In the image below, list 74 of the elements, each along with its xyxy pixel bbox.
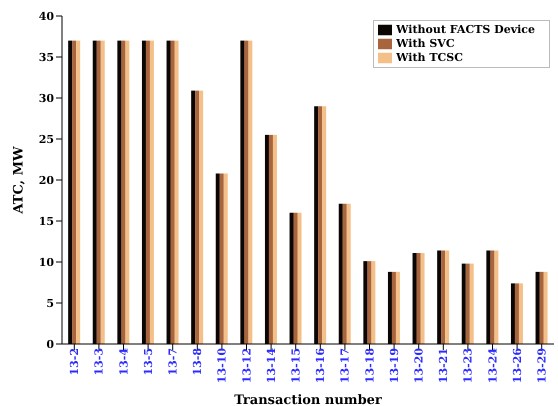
bar <box>100 40 105 344</box>
x-axis-title: Transaction number <box>234 393 382 406</box>
bar <box>396 272 400 344</box>
bar <box>392 272 396 344</box>
bar <box>170 40 175 344</box>
bar <box>272 134 277 344</box>
bar <box>544 272 548 344</box>
y-tick-label: 5 <box>46 296 54 310</box>
x-tick-label: 13-16 <box>314 348 328 384</box>
bar <box>125 40 130 344</box>
bar <box>174 40 179 344</box>
bar <box>294 212 298 344</box>
bar <box>416 252 421 344</box>
x-tick-label: 13-12 <box>240 348 254 384</box>
bar <box>518 283 523 344</box>
bar <box>540 272 544 344</box>
x-tick-label: 13-10 <box>216 348 229 384</box>
x-tick-label: 13-29 <box>536 348 549 384</box>
bar <box>420 252 425 344</box>
bar <box>298 212 302 344</box>
x-tick-label: 13-14 <box>264 348 278 384</box>
x-tick-label: 13-3 <box>92 348 106 376</box>
bar <box>220 173 224 344</box>
x-tick-label: 13-15 <box>290 348 303 384</box>
bar <box>121 40 126 344</box>
y-tick-label: 15 <box>38 214 54 228</box>
bar <box>322 106 326 344</box>
y-tick-label: 10 <box>38 256 54 269</box>
bar <box>441 250 446 344</box>
bar <box>318 106 322 344</box>
x-tick-label: 13-26 <box>510 348 524 384</box>
bar <box>150 40 154 344</box>
bar <box>466 264 470 344</box>
bar <box>248 40 252 344</box>
x-tick-label: 13-19 <box>388 348 401 384</box>
y-tick-label: 30 <box>38 92 54 105</box>
x-tick-label: 13-8 <box>191 348 204 376</box>
x-tick-label: 13-24 <box>486 348 500 384</box>
y-tick-label: 40 <box>38 10 54 23</box>
y-tick-label: 25 <box>38 132 54 146</box>
x-tick-label: 13-18 <box>363 348 376 384</box>
bar <box>195 90 200 344</box>
x-tick-label: 13-2 <box>68 348 82 376</box>
legend-label: With TCSC <box>396 51 463 64</box>
x-tick-label: 13-20 <box>412 348 426 384</box>
x-tick-label: 13-17 <box>338 348 352 384</box>
legend-label: Without FACTS Device <box>396 23 535 36</box>
y-tick-label: 35 <box>38 50 54 64</box>
x-tick-label: 13-21 <box>437 348 450 384</box>
bar <box>490 250 494 344</box>
y-axis-title: ATC, MW <box>12 146 27 215</box>
legend-label: With SVC <box>396 37 455 50</box>
bar <box>268 134 273 344</box>
bar <box>224 173 228 344</box>
bar <box>445 250 450 344</box>
bar <box>199 90 204 344</box>
x-tick-label: 13-5 <box>142 348 155 376</box>
bar <box>371 261 376 344</box>
x-tick-label: 13-23 <box>462 348 475 384</box>
bar <box>146 40 150 344</box>
bar <box>514 283 519 344</box>
bar <box>470 264 474 344</box>
y-tick-label: 20 <box>38 174 54 187</box>
bar <box>494 250 498 344</box>
bar <box>244 40 248 344</box>
bar <box>76 40 80 344</box>
bar <box>346 204 351 344</box>
bar <box>96 40 101 344</box>
bar <box>72 40 76 344</box>
y-tick-label: 0 <box>46 338 54 351</box>
x-tick-label: 13-7 <box>166 348 180 376</box>
x-tick-label: 13-4 <box>117 348 130 376</box>
bar <box>342 204 347 344</box>
bar <box>367 261 372 344</box>
